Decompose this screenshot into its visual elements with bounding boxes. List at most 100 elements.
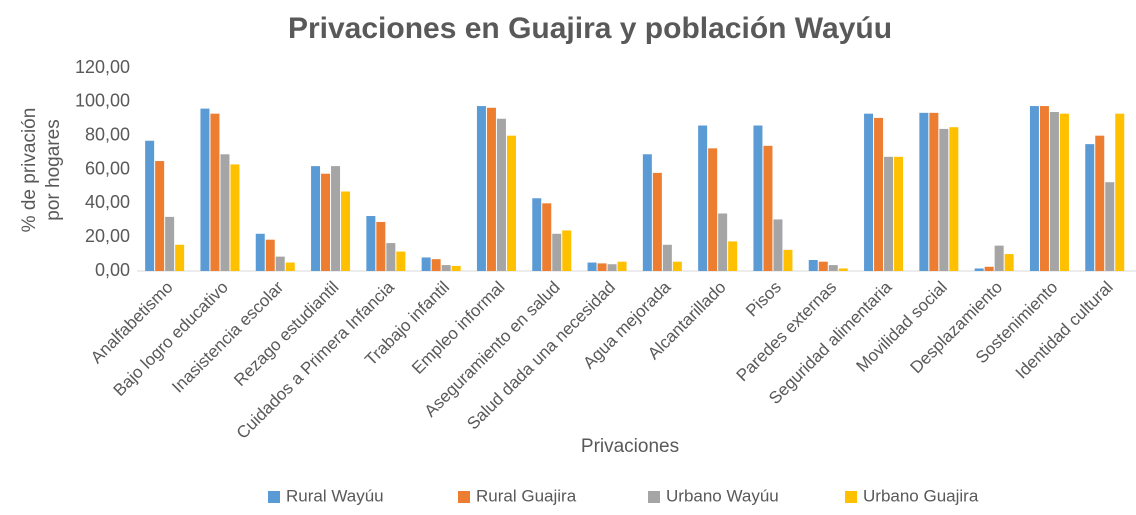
y-tick-label: 100,00	[75, 91, 130, 111]
y-tick-label: 80,00	[85, 124, 130, 144]
bar	[808, 260, 818, 271]
bar	[773, 219, 783, 271]
bar	[698, 125, 708, 272]
x-tick-group: Rezago estudiantil	[230, 278, 342, 390]
bar	[175, 244, 185, 271]
bar	[783, 249, 793, 271]
bar	[486, 107, 496, 271]
bar	[1085, 144, 1095, 271]
bar	[662, 244, 672, 271]
bar	[974, 268, 984, 271]
legend-swatch	[458, 491, 470, 503]
y-axis-title-line: % de privación	[19, 108, 40, 233]
bar	[949, 127, 959, 271]
bar	[884, 156, 894, 271]
x-tick-group: Paredes externas	[733, 278, 841, 386]
legend-label: Rural Guajira	[476, 486, 577, 505]
y-tick-label: 0,00	[95, 260, 130, 280]
bar	[587, 262, 597, 271]
y-axis-title: % de privación por hogares	[19, 108, 64, 233]
chart-title: Privaciones en Guajira y población Wayúu	[288, 12, 892, 45]
x-tick-group: Pisos	[742, 278, 785, 321]
bar	[200, 108, 210, 271]
x-axis-title: Privaciones	[581, 436, 679, 457]
bar	[864, 113, 874, 271]
bar	[838, 268, 848, 271]
bar	[642, 154, 652, 271]
y-tick-label: 120,00	[75, 57, 130, 77]
bar	[366, 216, 376, 271]
bar	[562, 230, 572, 271]
bar	[1115, 113, 1125, 271]
bar	[763, 145, 773, 271]
bar	[828, 265, 838, 271]
bar	[431, 259, 441, 271]
bar	[542, 203, 552, 271]
bar	[597, 263, 607, 271]
y-tick-label: 60,00	[85, 158, 130, 178]
bar	[728, 241, 738, 271]
legend-label: Rural Wayúu	[286, 486, 384, 505]
bar	[1039, 106, 1049, 271]
bar	[818, 261, 828, 271]
bar	[376, 221, 386, 271]
x-tick-label: Paredes externas	[733, 278, 841, 386]
bar	[255, 233, 265, 271]
bar	[994, 245, 1004, 271]
bar	[919, 112, 929, 272]
bar	[552, 233, 562, 271]
legend-swatch	[648, 491, 660, 503]
bar	[929, 112, 939, 272]
bar	[506, 135, 516, 271]
bar	[496, 118, 506, 271]
bar	[1029, 106, 1039, 271]
y-tick-label: 40,00	[85, 192, 130, 212]
x-tick-label: Pisos	[742, 278, 785, 321]
bar	[386, 243, 396, 271]
bar	[421, 257, 431, 271]
bar	[708, 148, 718, 271]
x-tick-group: Empleo informal	[408, 278, 508, 378]
bar	[396, 251, 406, 271]
x-tick-label: Empleo informal	[408, 278, 508, 378]
x-tick-group: Identidad cultural	[1012, 278, 1117, 383]
bar	[672, 261, 682, 271]
legend-label: Urbano Guajira	[863, 486, 979, 505]
bar	[1049, 111, 1059, 271]
bar	[984, 266, 994, 271]
bar	[275, 256, 285, 271]
bar	[341, 191, 351, 271]
bar	[874, 117, 884, 271]
bar	[939, 128, 949, 271]
bar	[331, 166, 341, 271]
bar	[1095, 135, 1105, 271]
bar	[220, 154, 230, 271]
y-tick-label: 20,00	[85, 226, 130, 246]
bar	[1004, 254, 1014, 271]
bar	[145, 140, 155, 271]
bar	[230, 164, 240, 271]
bar	[265, 239, 275, 271]
legend-swatch	[268, 491, 280, 503]
bar	[451, 265, 461, 271]
bar	[753, 125, 763, 272]
bar	[894, 156, 904, 271]
bar	[617, 261, 627, 271]
legend-swatch	[845, 491, 857, 503]
bar	[321, 173, 331, 271]
bar	[155, 161, 165, 271]
bar	[311, 166, 321, 271]
bar	[1059, 113, 1069, 271]
x-tick-label: Rezago estudiantil	[230, 278, 342, 390]
bar	[1105, 182, 1115, 271]
bar	[652, 172, 662, 271]
bar	[165, 216, 175, 271]
bar	[532, 198, 542, 271]
y-axis-title-line: por hogares	[43, 119, 64, 220]
bar	[285, 262, 295, 271]
legend-label: Urbano Wayúu	[666, 486, 779, 505]
bar	[441, 265, 451, 271]
bar	[476, 106, 486, 271]
bar	[607, 264, 617, 271]
